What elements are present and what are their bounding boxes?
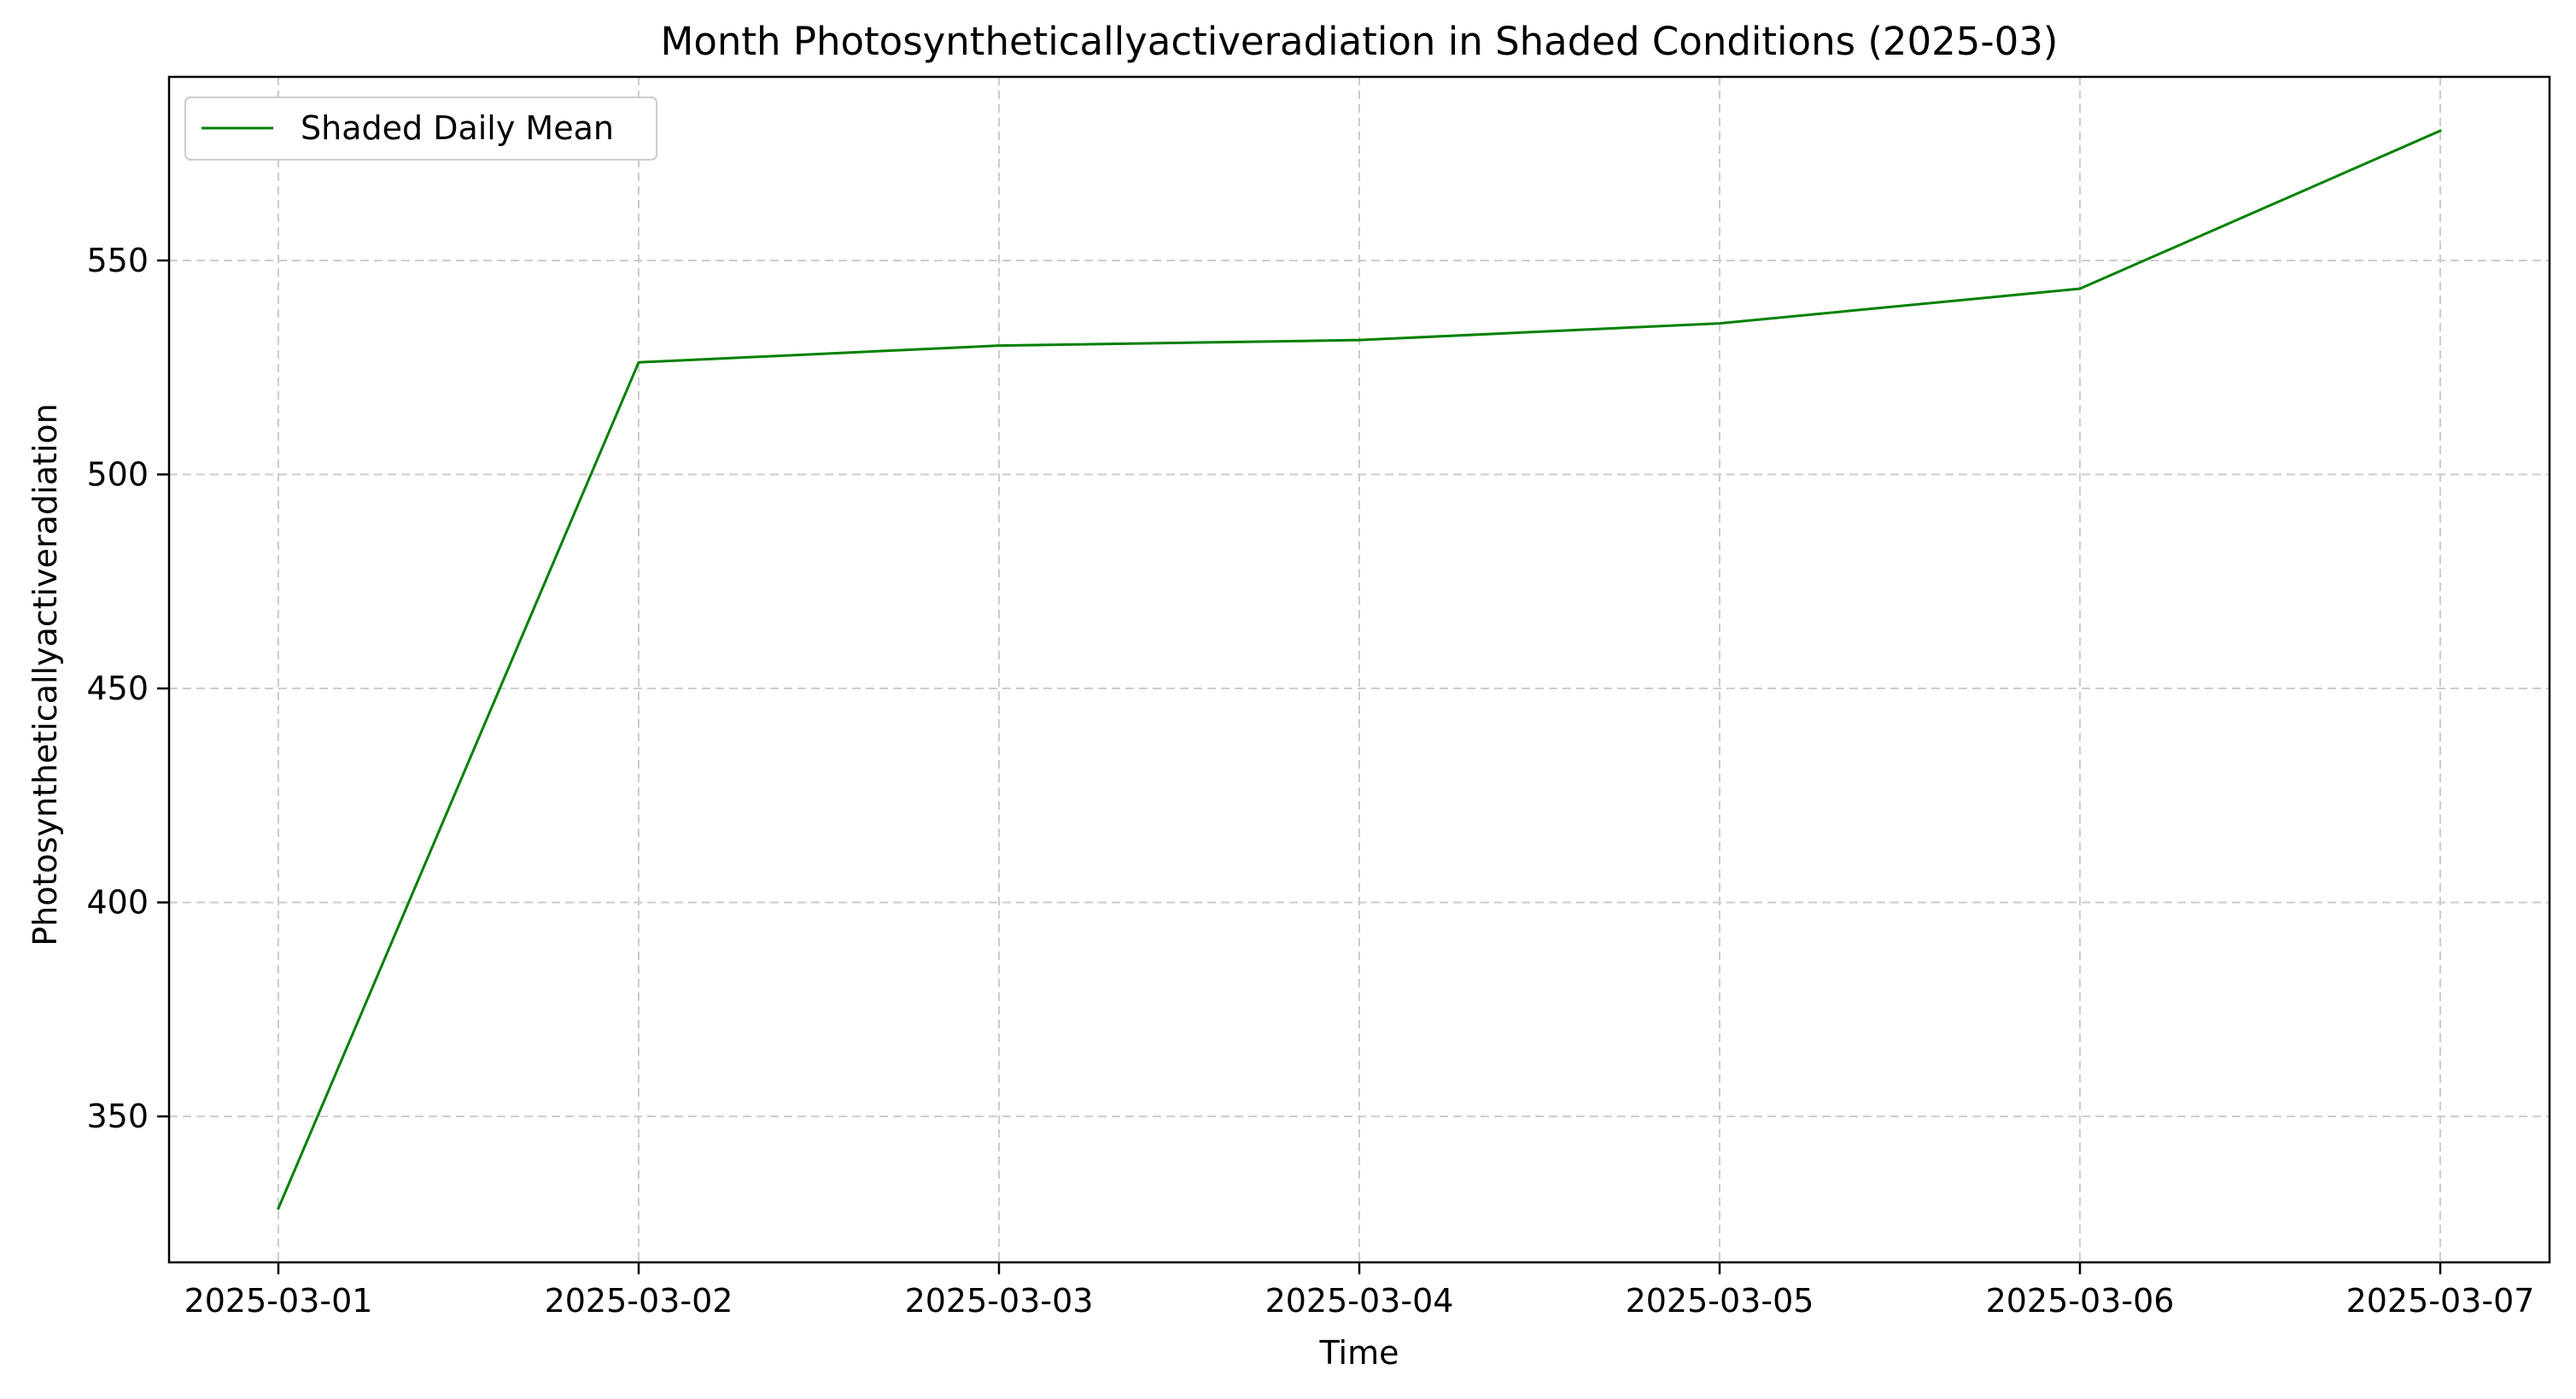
chart-title: Month Photosyntheticallyactiveradiation … xyxy=(661,19,2059,64)
x-axis-label: Time xyxy=(1319,1334,1399,1372)
series-layer xyxy=(277,129,2442,1210)
x-tick-label: 2025-03-01 xyxy=(184,1282,373,1320)
x-tick-label: 2025-03-05 xyxy=(1626,1282,1814,1320)
legend: Shaded Daily Mean xyxy=(184,97,657,161)
legend-box xyxy=(184,97,657,161)
x-tick-label: 2025-03-07 xyxy=(2346,1282,2535,1320)
grid-lines xyxy=(169,77,2550,1262)
y-tick-label: 350 xyxy=(86,1098,149,1135)
y-tick-label: 500 xyxy=(86,456,149,494)
legend-label-shaded-daily-mean: Shaded Daily Mean xyxy=(301,109,614,147)
x-tick-label: 2025-03-02 xyxy=(545,1282,733,1320)
series-line-shaded-daily-mean xyxy=(277,129,2442,1210)
y-axis-label: Photosyntheticallyactiveradiation xyxy=(26,403,64,946)
x-tick-label: 2025-03-03 xyxy=(905,1282,1094,1320)
x-tick-label: 2025-03-06 xyxy=(1986,1282,2175,1320)
tick-marks-and-labels: 2025-03-01 2025-03-02 2025-03-03 2025-03-04… xyxy=(86,242,2534,1320)
x-tick-label: 2025-03-04 xyxy=(1265,1282,1454,1320)
y-tick-label: 400 xyxy=(86,884,149,922)
y-tick-label: 450 xyxy=(86,670,149,707)
y-tick-label: 550 xyxy=(86,242,149,279)
